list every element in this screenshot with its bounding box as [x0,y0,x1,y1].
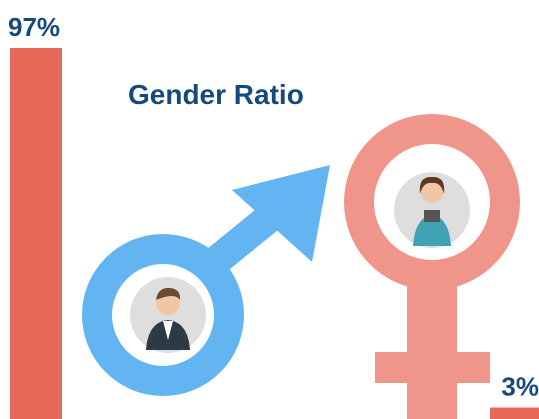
male-ring [82,234,244,396]
female-body [413,214,451,246]
female-tablet [424,210,440,222]
female-cross [375,352,490,383]
value-label: 97% [8,12,60,42]
female-head [421,181,443,203]
bar [490,407,539,419]
female-ring [344,114,520,290]
male-symbol [82,165,330,396]
male-shirt [163,321,173,340]
value-label: 3% [501,372,539,402]
male-arrow-head [232,165,330,262]
chart-title: Gender Ratio [128,79,304,110]
female-hair [419,176,445,194]
bar [10,47,62,419]
female-symbol [344,114,520,419]
male-hair [156,287,181,300]
